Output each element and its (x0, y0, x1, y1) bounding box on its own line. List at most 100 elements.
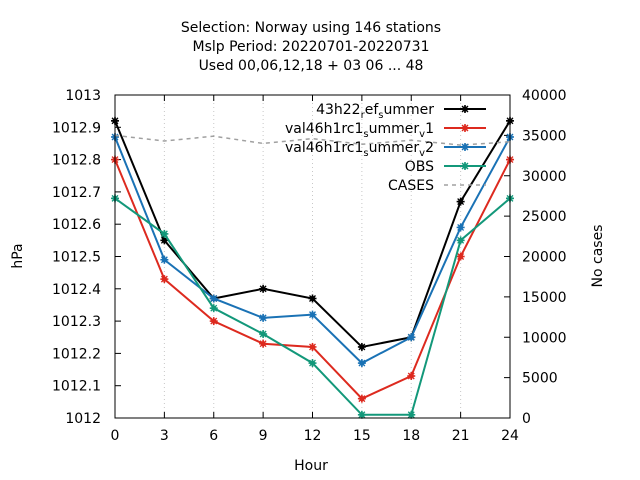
y-axis-label: hPa (10, 243, 26, 268)
series-1-point (259, 339, 268, 348)
series-0-point (308, 294, 317, 303)
y-tick-label: 1012.9 (52, 120, 101, 136)
y-tick-label: 1012.2 (52, 346, 101, 362)
series-2-point (407, 333, 416, 342)
series-1-point-d2 (457, 253, 465, 260)
x-tick-label: 6 (209, 428, 218, 444)
series-3-point-d2 (358, 411, 366, 419)
series-3-point (308, 359, 317, 368)
y2-tick-label: 30000 (522, 169, 567, 185)
y2-tick-label: 0 (522, 411, 531, 427)
series-0-point (357, 342, 366, 351)
legend-marker-3-d2 (461, 162, 469, 170)
y2-tick-label: 10000 (522, 330, 567, 346)
legend-label-part: ummer (369, 140, 420, 156)
series-3-point (259, 330, 268, 339)
series-2-point-d2 (160, 256, 168, 264)
legend-label-4: CASES (388, 178, 434, 194)
y2-tick-label: 40000 (522, 88, 567, 104)
series-0-point-d2 (358, 343, 366, 351)
legend-label-part: 43h22 (316, 102, 361, 118)
legend-label-part: v (419, 129, 425, 140)
axis-ticks: 0 3 6 9 12 15 18 21 24 1012 1012.1 1012.2 1012.3 1012… (52, 88, 567, 444)
y2-tick-label: 25000 (522, 209, 567, 225)
series-2-point (160, 255, 169, 264)
y2-tick-label: 5000 (522, 371, 558, 387)
series-3-point-d2 (160, 230, 168, 238)
y2-axis-label: No cases (590, 225, 606, 288)
series-3-point (160, 229, 169, 238)
legend-marker-0-d2 (461, 105, 469, 113)
series-1-point-d2 (358, 395, 366, 403)
y-tick-label: 1012.8 (52, 153, 101, 169)
series-3-point-d2 (210, 304, 218, 312)
y-tick-label: 1012.3 (52, 314, 101, 330)
series-1-point (407, 372, 416, 381)
x-tick-label: 18 (402, 428, 420, 444)
plot-frame (114, 94, 511, 419)
y2-tick-label: 15000 (522, 290, 567, 306)
legend-label-part: s (363, 129, 368, 140)
series-0-point-d2 (259, 285, 267, 293)
y-tick-label: 1012.4 (52, 282, 101, 298)
series-line-4 (114, 134, 511, 146)
series-3-point-d2 (259, 330, 267, 338)
series-0-point-d2 (457, 198, 465, 206)
x-tick-label: 0 (111, 428, 120, 444)
legend-label-part: ummer (369, 121, 420, 137)
series-1-point-d2 (160, 275, 168, 283)
series-2-point-d2 (309, 311, 316, 319)
series-1-point (357, 394, 366, 403)
series-2-point-d2 (457, 223, 465, 231)
y-tick-label: 1012.5 (52, 250, 101, 266)
x-tick-label: 15 (353, 428, 371, 444)
series-1-point (160, 275, 169, 284)
series-2-point-d2 (259, 314, 267, 322)
chart-title-line-3: Used 00,06,12,18 + 03 06 ... 48 (199, 58, 424, 74)
x-tick-label: 21 (452, 428, 470, 444)
legend-label-part: val46h1rc1 (285, 140, 363, 156)
series-3-point (407, 410, 416, 419)
series-2-point (308, 310, 317, 319)
y-tick-label: 1012.1 (52, 379, 101, 395)
series-1-point-d2 (210, 317, 218, 325)
legend-label-part: ef (365, 102, 380, 118)
legend-marker-2-d2 (461, 143, 469, 151)
legend-label-0: 43h22refsummer (316, 102, 434, 121)
series-2-point (209, 294, 218, 303)
legend-label-part: 2 (425, 140, 434, 156)
legend-label-part: ummer (383, 102, 434, 118)
series-2-point (456, 223, 465, 232)
legend-marker-2 (461, 143, 469, 151)
x-tick-label: 12 (304, 428, 322, 444)
x-tick-label: 24 (501, 428, 519, 444)
legend-marker-3 (461, 162, 469, 170)
series-1-point (308, 342, 317, 351)
legend-marker-1 (461, 124, 469, 132)
series-2-point-d2 (407, 333, 415, 341)
y-tick-label: 1012.6 (52, 217, 101, 233)
series-2-point-d2 (358, 359, 366, 367)
series-1-point-d2 (309, 343, 316, 351)
y-tick-label: 1013 (65, 88, 101, 104)
series-1-point-d2 (407, 372, 415, 380)
legend: 43h22refsummerval46h1rc1summerv1val46h1r… (285, 102, 486, 194)
x-tick-label: 9 (259, 428, 268, 444)
series-0-point-d2 (309, 295, 316, 302)
series-2-point-d2 (210, 295, 218, 302)
x-axis-label: Hour (294, 458, 328, 474)
x-tick-label: 3 (160, 428, 169, 444)
chart-title-line-2: Mslp Period: 20220701-20220731 (193, 39, 430, 55)
legend-label-part: v (419, 148, 425, 159)
y-tick-label: 1012 (65, 411, 101, 427)
series-3-point-d2 (309, 359, 316, 367)
series-3-point (209, 304, 218, 313)
legend-label-2: val46h1rc1summerv2 (285, 140, 434, 159)
series-2-point (357, 359, 366, 368)
series-3-point (456, 236, 465, 245)
series-1-point (456, 252, 465, 261)
series-3-point (357, 410, 366, 419)
legend-marker-0 (461, 105, 469, 113)
legend-label-part: val46h1rc1 (285, 121, 363, 137)
